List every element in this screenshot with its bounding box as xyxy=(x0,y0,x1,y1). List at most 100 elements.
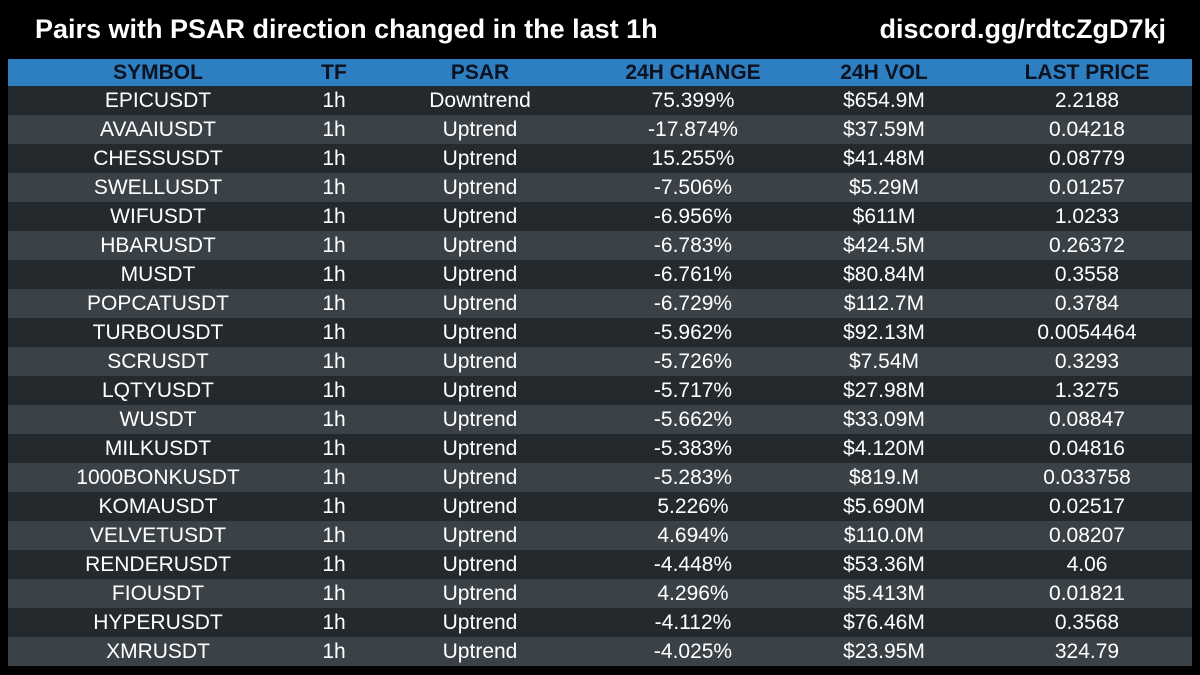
symbol-cell: 1000BONKUSDT xyxy=(76,466,240,489)
symbol-cell: MILKUSDT xyxy=(104,437,212,460)
volume-cell: $37.59M xyxy=(843,118,925,141)
price-cell: 0.01821 xyxy=(1049,582,1125,605)
change-cell: 4.694% xyxy=(657,524,729,547)
table-header-row: SYMBOL TF PSAR 24H CHANGE 24H VOL LAST P… xyxy=(8,59,1192,86)
psar-cell: Uptrend xyxy=(442,640,518,663)
tf-cell: 1h xyxy=(322,176,346,199)
tf-cell: 1h xyxy=(322,553,346,576)
psar-cell: Uptrend xyxy=(442,437,518,460)
symbol-cell: HYPERUSDT xyxy=(93,611,223,634)
tf-cell: 1h xyxy=(322,582,346,605)
change-cell: -5.383% xyxy=(653,437,733,460)
price-cell: 0.033758 xyxy=(1043,466,1131,489)
tf-cell: 1h xyxy=(322,437,346,460)
price-cell: 0.04218 xyxy=(1049,118,1125,141)
price-cell: 0.3293 xyxy=(1054,350,1120,373)
price-cell: 0.08207 xyxy=(1049,524,1125,547)
symbol-cell: SCRUSDT xyxy=(107,350,209,373)
table-row: POPCATUSDT 1h Uptrend -6.729% $112.7M 0.3784 xyxy=(8,289,1192,318)
change-cell: -6.761% xyxy=(653,263,733,286)
tf-cell: 1h xyxy=(322,466,346,489)
table-row: XMRUSDT 1h Uptrend -4.025% $23.95M 324.79 xyxy=(8,637,1192,666)
change-cell: -17.874% xyxy=(648,118,738,141)
tf-cell: 1h xyxy=(322,205,346,228)
volume-cell: $5.413M xyxy=(843,582,925,605)
volume-cell: $23.95M xyxy=(843,640,925,663)
tf-cell: 1h xyxy=(322,147,346,170)
column-header-psar: PSAR xyxy=(450,61,510,84)
table-row: 1000BONKUSDT 1h Uptrend -5.283% $819.M 0.0337… xyxy=(8,463,1192,492)
psar-cell: Uptrend xyxy=(442,321,518,344)
price-cell: 1.0233 xyxy=(1054,205,1120,228)
volume-cell: $27.98M xyxy=(843,379,925,402)
tf-cell: 1h xyxy=(322,611,346,634)
price-cell: 0.3568 xyxy=(1054,611,1120,634)
volume-cell: $112.7M xyxy=(843,292,925,315)
tf-cell: 1h xyxy=(322,118,346,141)
column-header-symbol: SYMBOL xyxy=(113,61,203,84)
volume-cell: $92.13M xyxy=(843,321,925,344)
volume-cell: $80.84M xyxy=(843,263,925,286)
column-header-24h-vol: 24H VOL xyxy=(840,61,928,84)
psar-cell: Uptrend xyxy=(442,524,518,547)
symbol-cell: AVAAIUSDT xyxy=(100,118,216,141)
tf-cell: 1h xyxy=(322,234,346,257)
table-row: HYPERUSDT 1h Uptrend -4.112% $76.46M 0.3568 xyxy=(8,608,1192,637)
change-cell: 5.226% xyxy=(657,495,729,518)
volume-cell: $424.5M xyxy=(843,234,925,257)
discord-link[interactable]: discord.gg/rdtcZgD7kj xyxy=(879,14,1166,44)
volume-cell: $110.0M xyxy=(843,524,925,547)
tf-cell: 1h xyxy=(322,350,346,373)
change-cell: -5.717% xyxy=(653,379,733,402)
psar-cell: Uptrend xyxy=(442,234,518,257)
table-body: EPICUSDT 1h Downtrend 75.399% $654.9M 2.2188 A… xyxy=(8,86,1192,666)
price-cell: 0.3784 xyxy=(1054,292,1120,315)
table-row: AVAAIUSDT 1h Uptrend -17.874% $37.59M 0.04218 xyxy=(8,115,1192,144)
volume-cell: $41.48M xyxy=(843,147,925,170)
table-row: RENDERUSDT 1h Uptrend -4.448% $53.36M 4.06 xyxy=(8,550,1192,579)
symbol-cell: POPCATUSDT xyxy=(87,292,229,315)
table-row: CHESSUSDT 1h Uptrend 15.255% $41.48M 0.08779 xyxy=(8,144,1192,173)
table-row: LQTYUSDT 1h Uptrend -5.717% $27.98M 1.3275 xyxy=(8,376,1192,405)
tf-cell: 1h xyxy=(322,495,346,518)
psar-cell: Uptrend xyxy=(442,466,518,489)
volume-cell: $611M xyxy=(852,205,916,228)
change-cell: -4.025% xyxy=(653,640,733,663)
tf-cell: 1h xyxy=(322,524,346,547)
price-cell: 1.3275 xyxy=(1054,379,1120,402)
table-row: KOMAUSDT 1h Uptrend 5.226% $5.690M 0.02517 xyxy=(8,492,1192,521)
symbol-cell: WIFUSDT xyxy=(110,205,206,228)
change-cell: -6.956% xyxy=(653,205,733,228)
change-cell: -5.283% xyxy=(653,466,733,489)
psar-cell: Uptrend xyxy=(442,147,518,170)
table-row: WIFUSDT 1h Uptrend -6.956% $611M 1.0233 xyxy=(8,202,1192,231)
change-cell: -5.662% xyxy=(653,408,733,431)
volume-cell: $4.120M xyxy=(843,437,925,460)
psar-cell: Uptrend xyxy=(442,176,518,199)
table-row: FIOUSDT 1h Uptrend 4.296% $5.413M 0.01821 xyxy=(8,579,1192,608)
column-header-24h-change: 24H CHANGE xyxy=(625,61,761,84)
psar-cell: Uptrend xyxy=(442,292,518,315)
symbol-cell: MUSDT xyxy=(120,263,196,286)
price-cell: 0.08847 xyxy=(1049,408,1125,431)
symbol-cell: RENDERUSDT xyxy=(85,553,231,576)
symbol-cell: SWELLUSDT xyxy=(93,176,223,199)
volume-cell: $53.36M xyxy=(843,553,925,576)
tf-cell: 1h xyxy=(322,292,346,315)
price-cell: 4.06 xyxy=(1066,553,1108,576)
symbol-cell: HBARUSDT xyxy=(100,234,216,257)
psar-cell: Uptrend xyxy=(442,582,518,605)
price-cell: 0.0054464 xyxy=(1037,321,1137,344)
tf-cell: 1h xyxy=(322,89,346,112)
psar-cell: Uptrend xyxy=(442,408,518,431)
page-header: Pairs with PSAR direction changed in the… xyxy=(0,0,1200,60)
symbol-cell: FIOUSDT xyxy=(111,582,205,605)
symbol-cell: VELVETUSDT xyxy=(89,524,227,547)
volume-cell: $7.54M xyxy=(848,350,920,373)
page-title: Pairs with PSAR direction changed in the… xyxy=(35,14,658,44)
change-cell: 4.296% xyxy=(657,582,729,605)
symbol-cell: TURBOUSDT xyxy=(92,321,224,344)
table-row: VELVETUSDT 1h Uptrend 4.694% $110.0M 0.08207 xyxy=(8,521,1192,550)
tf-cell: 1h xyxy=(322,263,346,286)
tf-cell: 1h xyxy=(322,321,346,344)
